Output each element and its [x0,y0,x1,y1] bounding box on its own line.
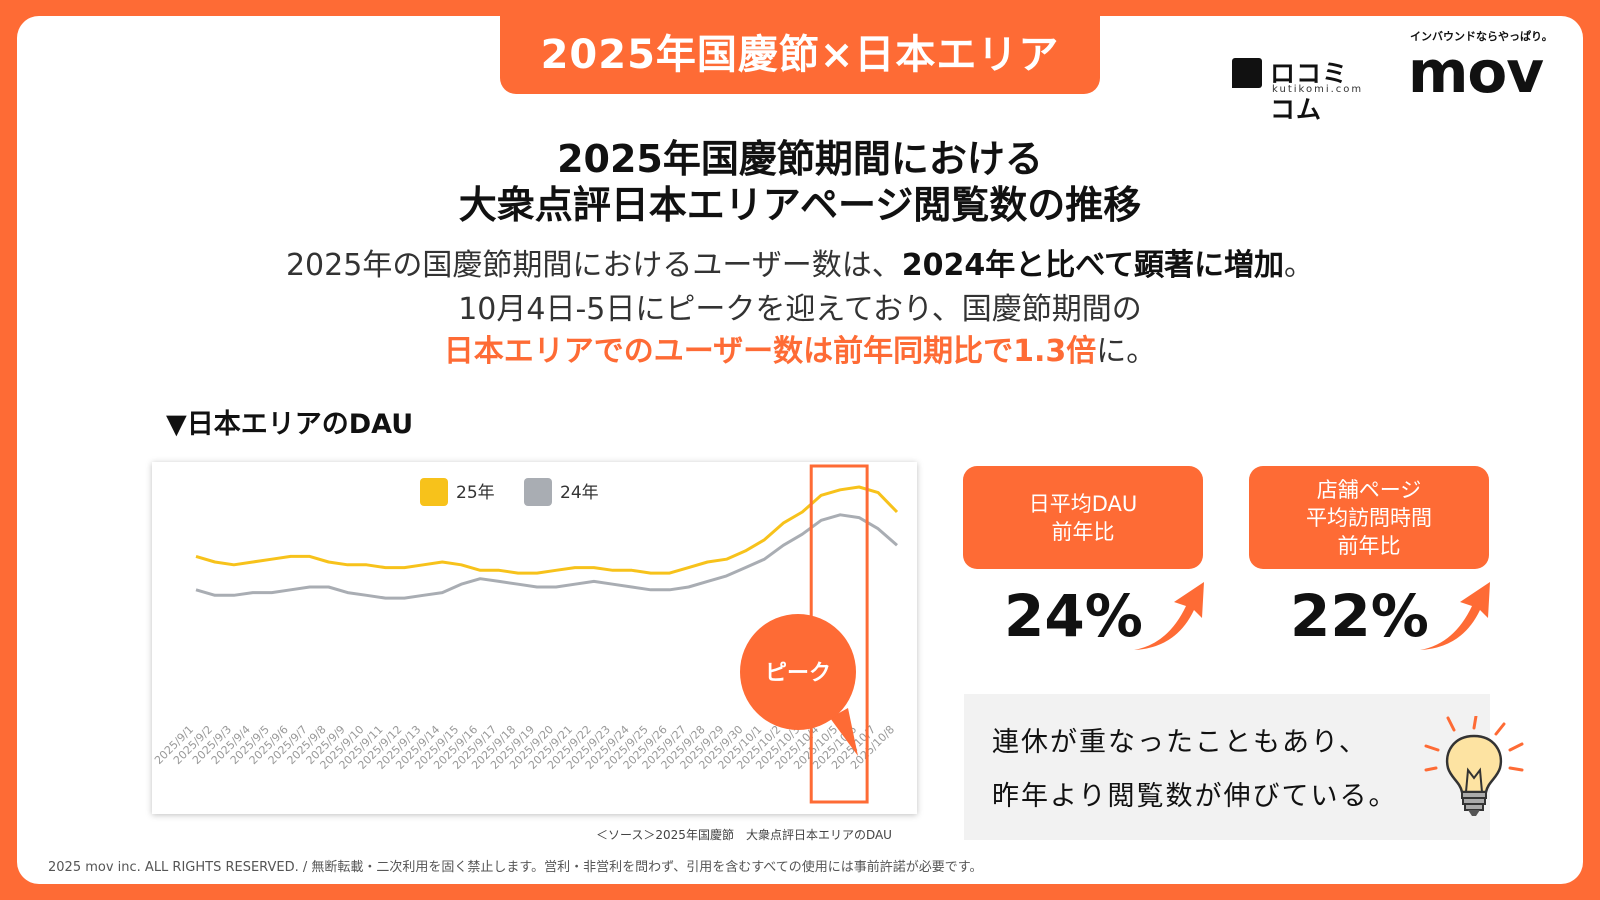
description-line1: 2025年の国慶節期間におけるユーザー数は、2024年と比べて顕著に増加。 [0,240,1600,284]
legend-label: 24年 [560,483,599,503]
description-text-end: に。 [1096,334,1157,369]
peak-bubble-tail [830,708,858,756]
description-text: 2025年の国慶節期間におけるユーザー数は、 [285,248,902,283]
description-line3: 日本エリアでのユーザー数は前年同期比で1.3倍に。 [0,326,1600,370]
legend-swatch [524,478,552,506]
description-emphasis: 2024年と比べて顕著に増加 [901,248,1285,283]
description-text-end: 。 [1284,248,1315,283]
speech-bubble-icon [1232,58,1262,88]
kpi-label-line: 前年比 [1051,519,1115,544]
dau-chart-svg: 25年 24年2025/9/12025/9/22025/9/32025/9/420… [152,464,899,804]
peak-bubble [740,614,856,730]
lightbulb-icon [1424,716,1524,816]
section-title: ▼日本エリアのDAU [166,409,414,440]
note-line2: 昨年より閲覧数が伸びている。 [992,781,1398,812]
chart-source: ＜ソース＞2025年国慶節 大衆点評日本エリアのDAU [596,828,892,842]
note-box: 連休が重なったこともあり、 昨年より閲覧数が伸びている。 [964,694,1490,840]
dau-chart: 25年 24年 2025/9/1 2025/9/2 2025/9/3 2025/9/4 20… [152,462,917,814]
description-line2: 10月4日-5日にピークを迎えており、国慶節期間の [458,292,1142,327]
page-title-line1: 2025年国慶節期間における [557,137,1043,181]
kpi-label-line: 日平均DAU [1028,491,1138,516]
kutikomi-logo-text: ロコミコム [1270,59,1349,124]
kpi-label-line: 平均訪問時間 [1306,505,1432,530]
kpi-visit-time-label: 店舗ページ 平均訪問時間 前年比 [1249,466,1489,569]
header-tab: 2025年国慶節×日本エリア [500,16,1100,94]
mov-tagline: インバウンドならやっぱり。 [1410,30,1553,43]
up-right-arrow-icon [1420,582,1490,650]
description-highlight: 日本エリアでのユーザー数は前年同期比で1.3倍 [443,334,1097,369]
up-right-arrow-icon [1134,582,1204,650]
series-line [195,513,898,600]
legend-label: 25年 [456,483,495,503]
kutikomi-logo: ロコミコム kutikomi.com [1232,54,1372,124]
kpi-label-line: 店舗ページ [1316,477,1422,502]
legend-swatch [420,478,448,506]
footer-copyright: 2025 mov inc. ALL RIGHTS RESERVED. / 無断転… [48,860,983,875]
note-line1: 連休が重なったこともあり、 [992,727,1368,758]
page-title-line2: 大衆点評日本エリアページ閲覧数の推移 [458,183,1142,227]
peak-label: ピーク [765,661,831,686]
mov-logo: インバウンドならやっぱり。 mov [1408,26,1568,106]
series-line [195,485,899,575]
kpi-dau-label: 日平均DAU 前年比 [963,466,1203,569]
kpi-label-line: 前年比 [1337,533,1401,558]
kutikomi-logo-sub: kutikomi.com [1272,84,1364,95]
kpi-visit-time-value: 22% [1290,582,1429,650]
mov-logo-text: mov [1408,38,1544,106]
kpi-dau-value: 24% [1004,582,1143,650]
